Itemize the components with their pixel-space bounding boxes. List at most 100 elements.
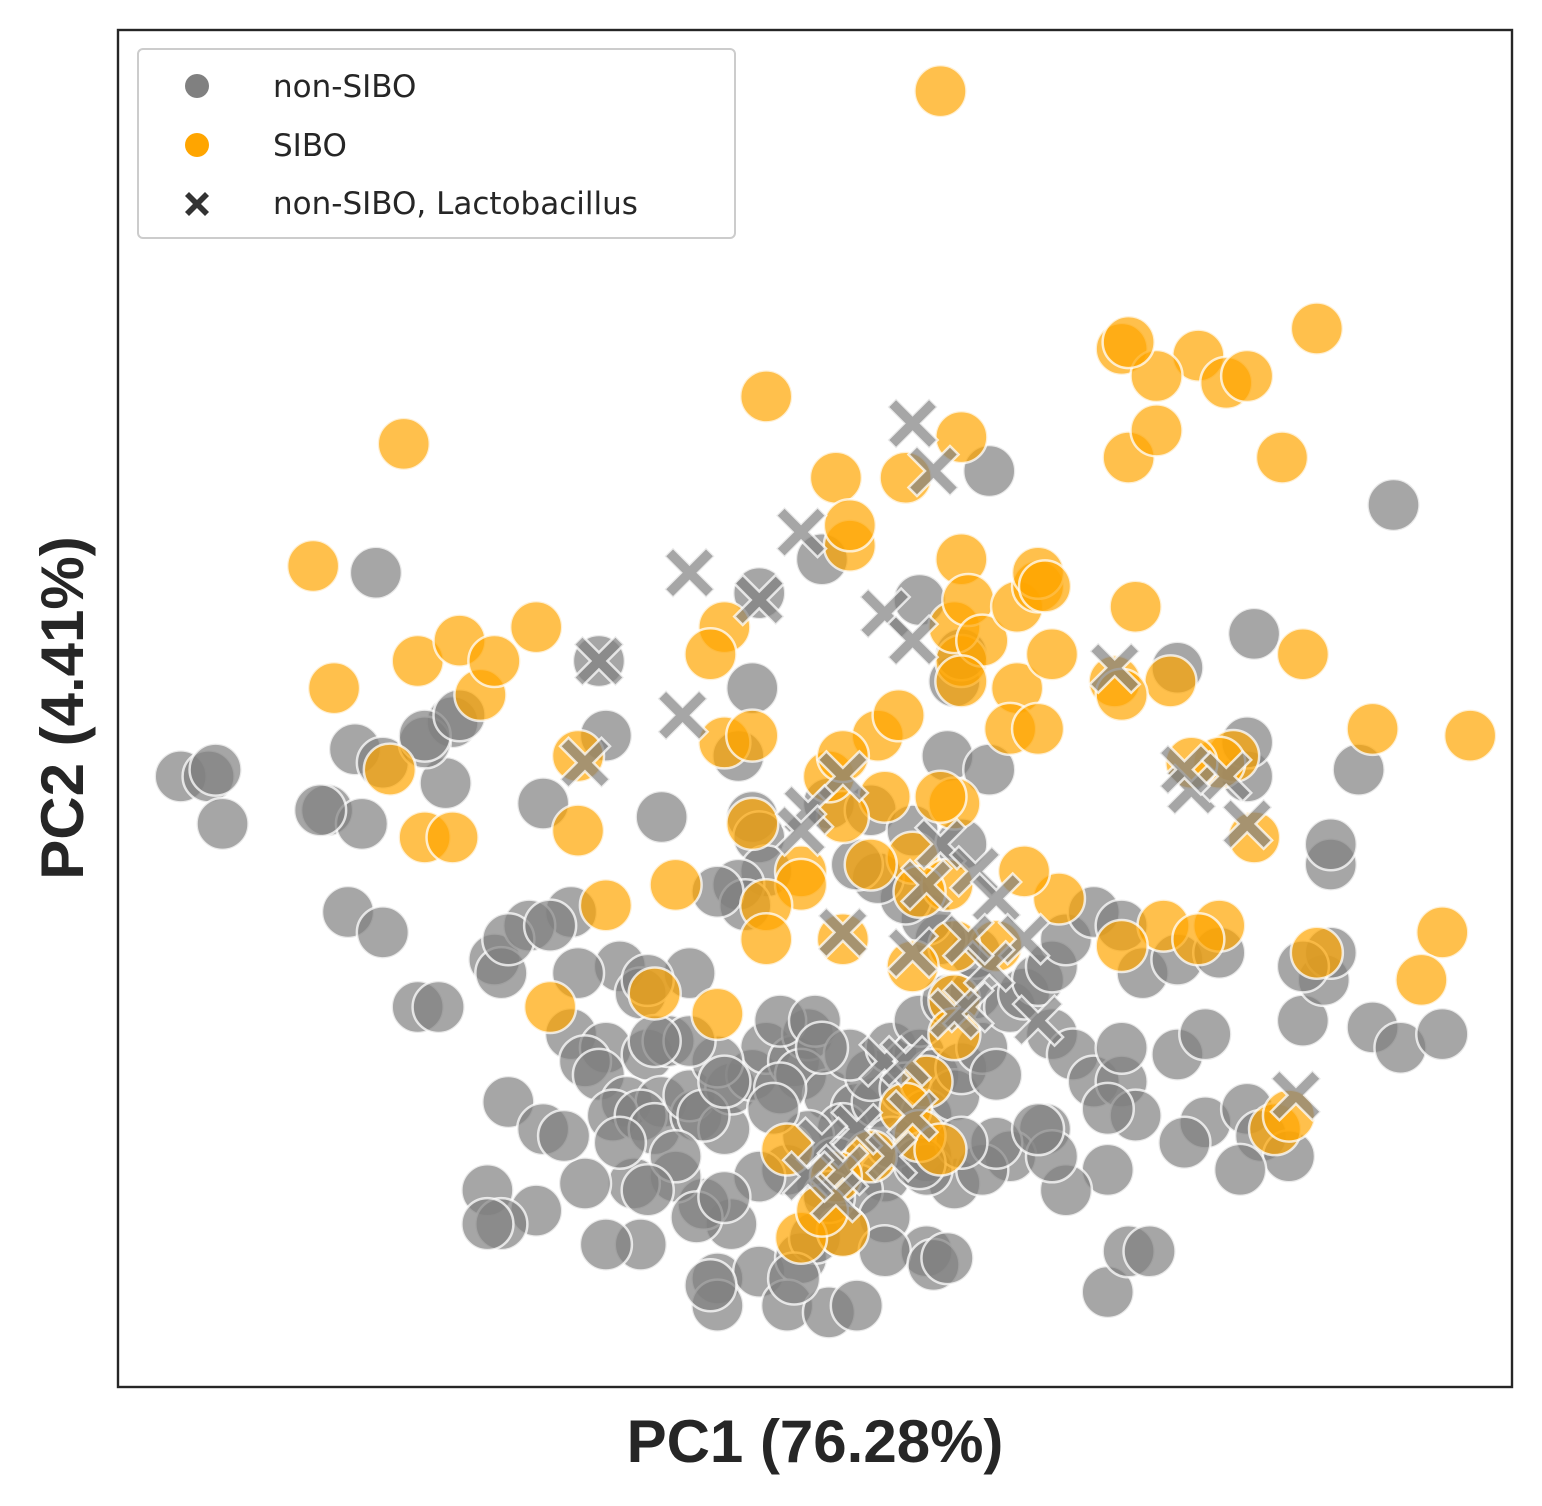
data-point-non-sibo-146: [557, 1156, 613, 1211]
data-point-sibo-13: [550, 803, 606, 858]
points-layer: [153, 63, 1498, 1340]
data-point-non-sibo-lactobacillus-8: [655, 688, 710, 743]
data-point-non-sibo-156: [627, 1013, 682, 1069]
data-point-non-sibo-lactobacillus-0: [885, 396, 940, 451]
data-point-non-sibo-106: [1178, 1006, 1233, 1062]
data-point-non-sibo-11: [292, 783, 348, 838]
data-point-sibo-9: [508, 599, 564, 655]
y-axis-title: PC2 (4.41%): [29, 536, 96, 879]
legend-marker-sibo: [185, 133, 209, 157]
data-point-non-sibo-lactobacillus-1: [906, 444, 961, 498]
data-point-sibo-43: [1024, 626, 1080, 682]
legend-label-lactobacillus: non-SIBO, Lactobacillus: [273, 186, 638, 222]
data-point-sibo-97: [1108, 579, 1163, 634]
data-point-sibo-38: [1289, 301, 1345, 356]
data-point-sibo-44: [1010, 701, 1066, 757]
legend: non-SIBO SIBO non-SIBO, Lactobacillus: [137, 48, 736, 239]
data-point-non-sibo-lactobacillus-2: [774, 505, 828, 559]
data-point-non-sibo-164: [920, 1230, 975, 1286]
data-point-non-sibo-158: [460, 1196, 515, 1252]
data-point-non-sibo-25: [522, 898, 578, 953]
data-point-sibo-11: [425, 810, 480, 865]
data-point-sibo-21: [822, 498, 878, 553]
data-point-non-sibo-lactobacillus-39: [816, 905, 870, 960]
data-point-sibo-55: [1094, 918, 1149, 974]
data-point-sibo-12: [362, 742, 418, 797]
data-point-sibo-72: [1289, 925, 1345, 981]
data-point-sibo-46: [871, 688, 926, 743]
data-point-non-sibo-184: [1157, 1115, 1212, 1170]
data-point-sibo-76: [1345, 701, 1400, 757]
data-point-non-sibo-lactobacillus-16: [969, 871, 1023, 926]
data-point-sibo-66: [522, 979, 578, 1035]
data-point-non-sibo-142: [620, 1162, 675, 1218]
data-point-non-sibo-lactobacillus-38: [885, 925, 940, 980]
data-point-sibo-65: [690, 986, 745, 1042]
data-point-non-sibo-205: [1366, 477, 1421, 533]
data-point-non-sibo-74: [968, 1047, 1024, 1103]
data-point-sibo-62: [648, 857, 703, 913]
data-point-sibo-102: [913, 769, 968, 824]
data-point-non-sibo-159: [578, 1217, 634, 1272]
data-point-non-sibo-20: [411, 979, 466, 1035]
data-point-sibo-78: [1442, 708, 1498, 763]
data-point-non-sibo-207: [1415, 1006, 1470, 1062]
data-point-non-sibo-161: [697, 1169, 752, 1225]
data-point-sibo-70: [1171, 911, 1226, 967]
data-point-non-sibo-lactobacillus-20: [1011, 993, 1065, 1048]
data-point-non-sibo-3: [188, 742, 243, 797]
data-point-non-sibo-204: [1226, 606, 1282, 662]
data-point-non-sibo-lactobacillus-14: [899, 858, 954, 912]
data-point-non-sibo-148: [536, 1108, 592, 1164]
legend-box: [137, 48, 736, 239]
data-point-non-sibo-lactobacillus-33: [1087, 641, 1142, 695]
data-point-sibo-35: [1219, 348, 1275, 404]
data-point-non-sibo-21: [634, 789, 689, 845]
data-point-non-sibo-lactobacillus-21: [927, 987, 982, 1041]
data-point-sibo-0: [913, 63, 968, 119]
data-point-sibo-18: [738, 369, 794, 424]
data-point-non-sibo-lactobacillus-36: [1269, 1068, 1323, 1123]
data-point-sibo-98: [1275, 626, 1331, 682]
series-non-sibo-lactobacillus: [558, 396, 1323, 1224]
data-point-non-sibo-lactobacillus-35: [1157, 742, 1212, 797]
data-point-sibo-94: [934, 654, 989, 709]
data-point-non-sibo-15: [355, 905, 411, 960]
data-point-non-sibo-107: [1080, 1081, 1135, 1137]
legend-label-sibo: SIBO: [273, 128, 347, 164]
data-point-sibo-8: [467, 633, 522, 689]
data-point-non-sibo-lactobacillus-12: [774, 803, 828, 858]
data-point-non-sibo-lactobacillus-26: [864, 1129, 919, 1184]
legend-label-non-sibo: non-SIBO: [273, 69, 416, 105]
data-point-non-sibo-65: [794, 1020, 850, 1075]
data-point-sibo-73: [1415, 905, 1470, 960]
data-point-sibo-61: [725, 796, 780, 852]
data-point-sibo-4: [285, 538, 341, 594]
data-point-sibo-39: [1254, 430, 1310, 485]
data-point-non-sibo-lactobacillus-7: [572, 634, 626, 688]
data-point-sibo-67: [738, 911, 794, 967]
data-point-non-sibo-141: [592, 1115, 648, 1170]
data-point-non-sibo-lactobacillus-37: [941, 912, 996, 966]
legend-marker-non-sibo: [185, 74, 209, 98]
data-point-non-sibo-lactobacillus-23: [878, 1034, 933, 1089]
x-axis-title: PC1 (76.28%): [627, 1408, 1004, 1475]
data-point-sibo-19: [808, 450, 864, 506]
data-point-sibo-92: [1143, 654, 1198, 709]
data-point-non-sibo-170: [683, 1257, 738, 1313]
data-point-sibo-16: [683, 626, 738, 682]
data-point-non-sibo-176: [1010, 1101, 1066, 1157]
data-point-non-sibo-183: [1212, 1142, 1268, 1198]
data-point-non-sibo-lactobacillus-29: [781, 1149, 835, 1204]
data-point-non-sibo-lactobacillus-32: [1220, 797, 1274, 851]
data-point-sibo-17: [725, 708, 780, 763]
data-point-sibo-42: [1129, 403, 1184, 458]
data-point-non-sibo-lactobacillus-4: [732, 573, 787, 627]
data-point-non-sibo-4: [348, 545, 404, 601]
data-point-non-sibo-lactobacillus-3: [662, 546, 717, 600]
data-point-sibo-74: [1394, 952, 1449, 1008]
data-point-sibo-5: [306, 660, 362, 716]
data-point-sibo-3: [376, 416, 432, 472]
data-point-sibo-50: [843, 837, 899, 892]
